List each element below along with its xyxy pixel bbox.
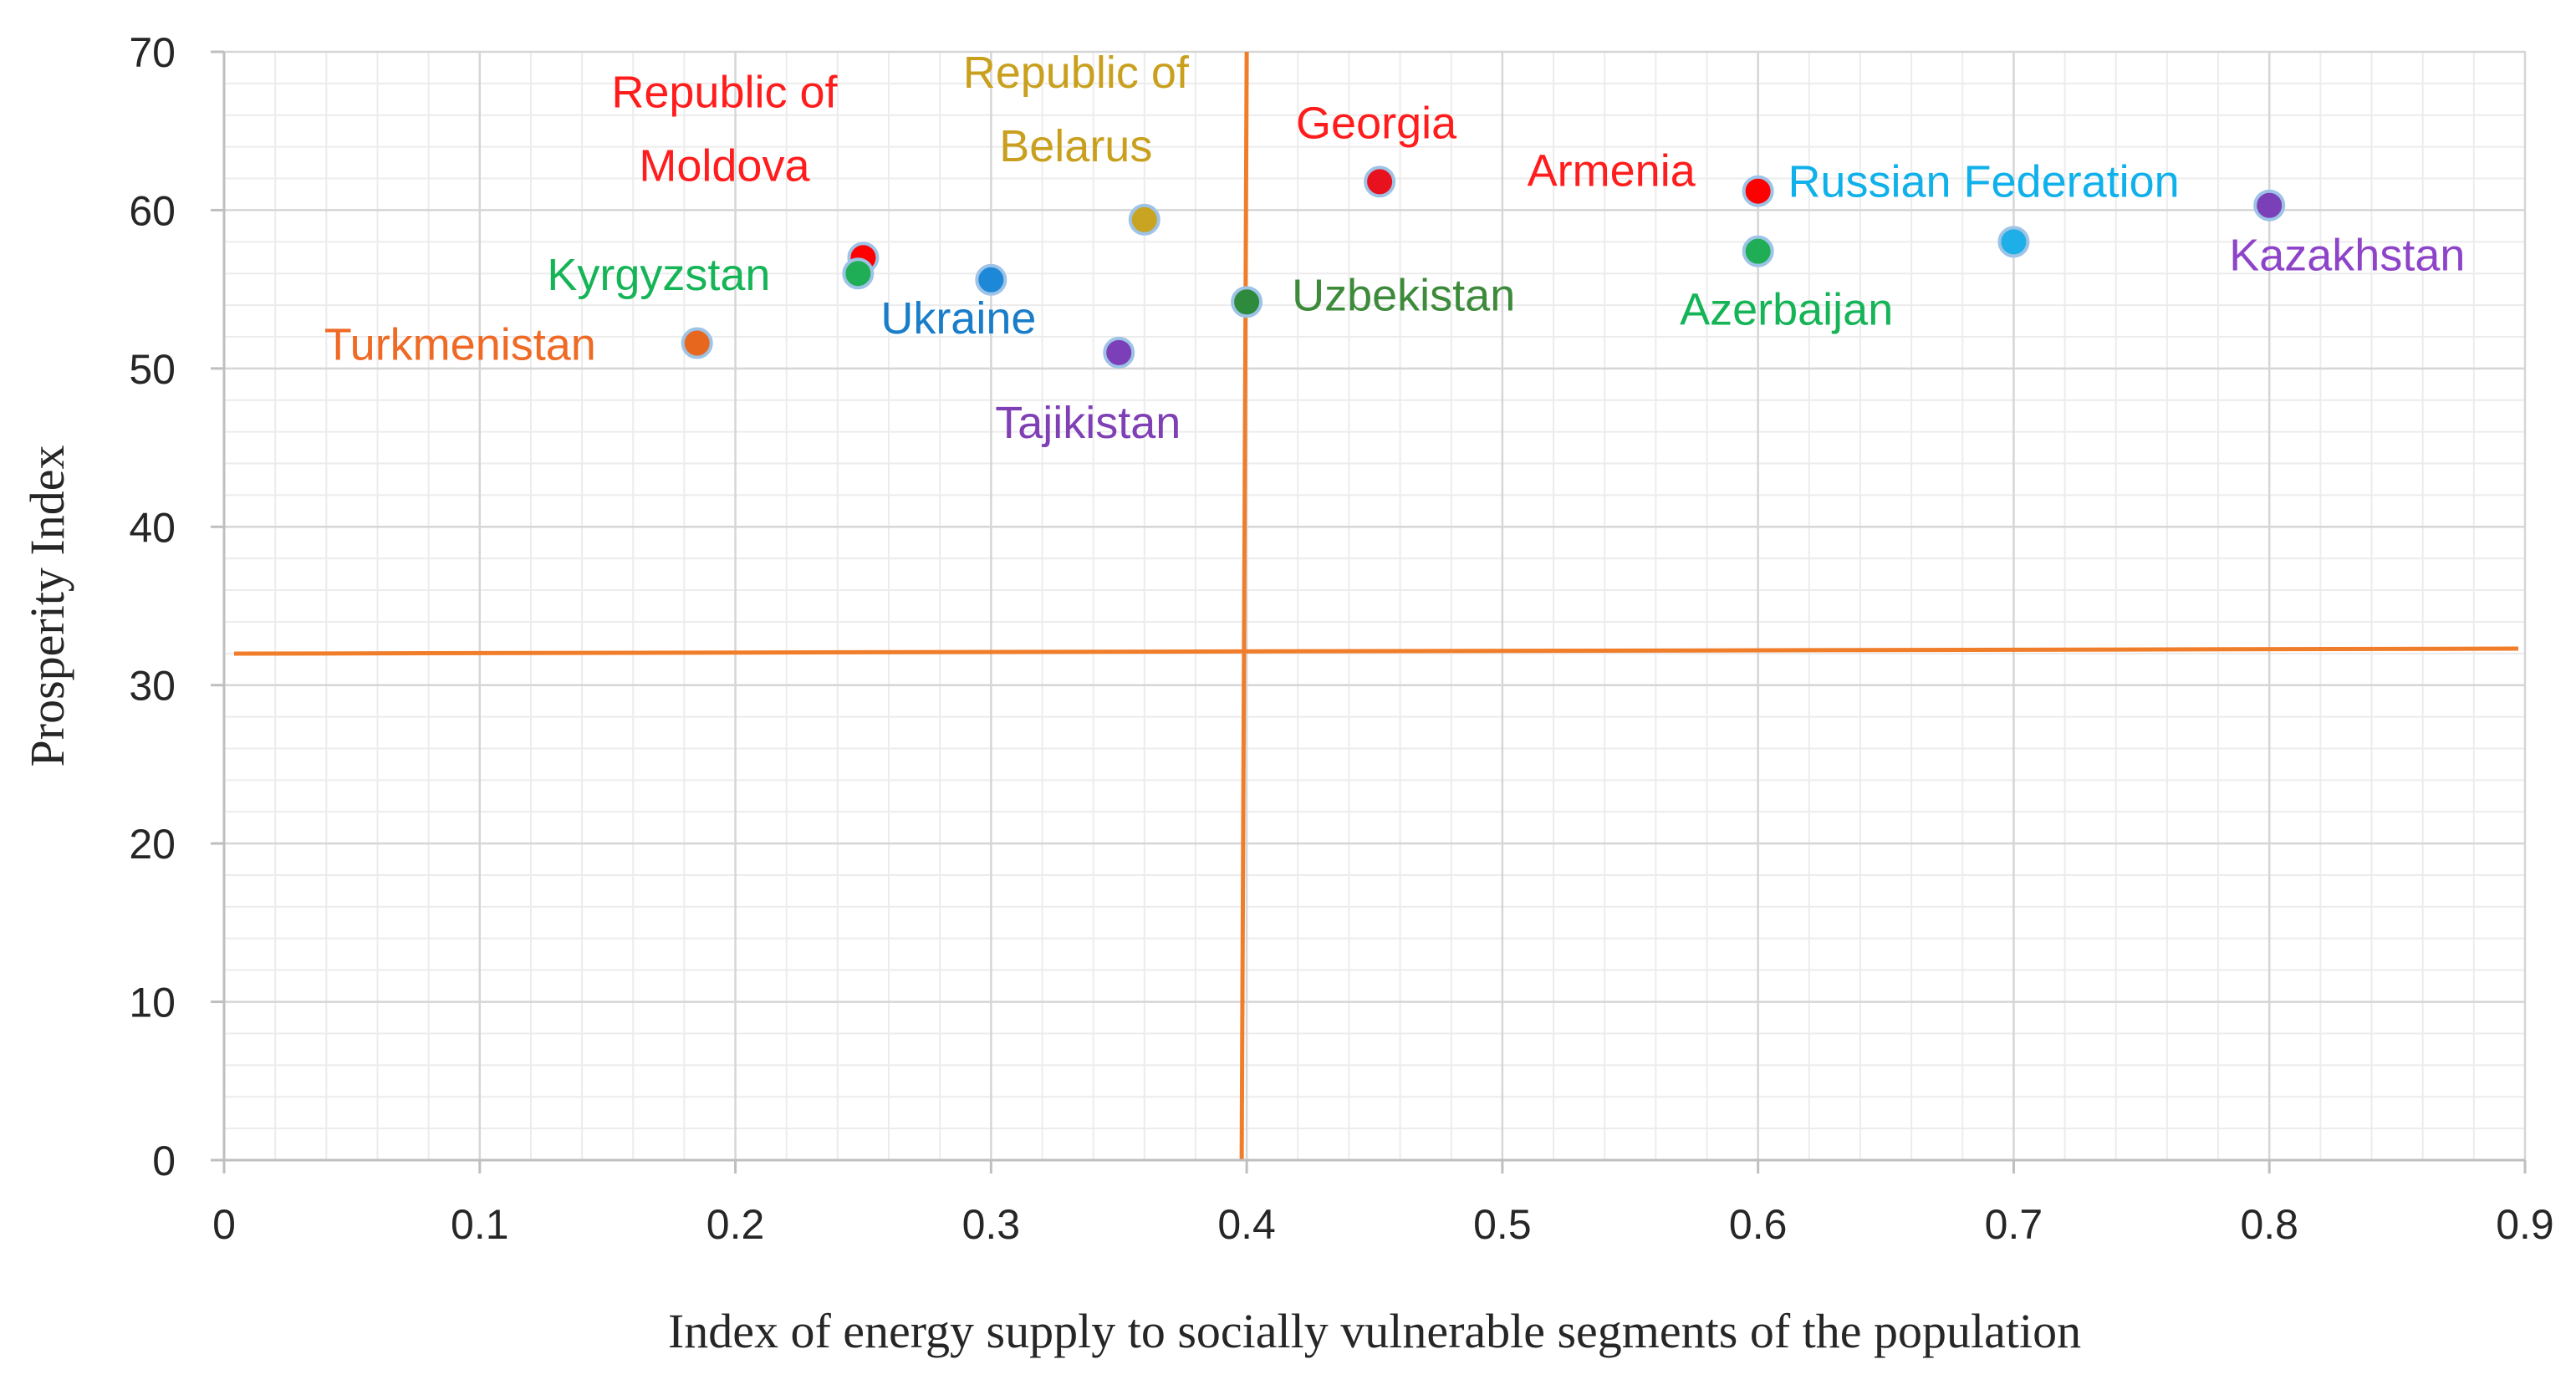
point-republic-of-belarus [1128,203,1160,236]
y-tick-label: 10 [129,980,176,1026]
point-label-republic-of-belarus: Republic of [963,48,1190,98]
y-tick-label: 60 [129,187,176,234]
point-label-armenia: Armenia [1528,146,1696,196]
point-armenia [1742,175,1774,207]
x-tick-label: 0.4 [1217,1201,1276,1248]
point-label-russian-federation: Russian Federation [1788,156,2179,206]
x-tick-label: 0.9 [2496,1201,2554,1248]
point-kazakhstan [2253,189,2286,221]
point-tajikistan [1103,336,1135,369]
x-tick-label: 0.7 [1985,1201,2043,1248]
y-tick-label: 70 [129,29,176,76]
y-axis-title: Prosperity Index [20,445,74,767]
point-label-uzbekistan: Uzbekistan [1292,270,1515,320]
point-label-georgia: Georgia [1296,98,1457,148]
point-label-republic-of-belarus: Belarus [999,121,1152,171]
point-label-kyrgyzstan: Kyrgyzstan [547,250,770,300]
point-uzbekistan [1231,286,1263,318]
point-ukraine [975,263,1007,296]
point-label-republic-of-moldova: Republic of [611,67,838,117]
y-tick-label: 0 [152,1138,176,1184]
point-label-turkmenistan: Turkmenistan [324,320,596,370]
x-tick-label: 0.3 [962,1201,1021,1248]
point-label-ukraine: Ukraine [880,293,1036,344]
axes: 0 10 20 30 40 50 60 70 0 0.1 0.2 0.3 0.4 0.5 0.6 0.7 0.8… [129,29,2553,1248]
point-label-tajikistan: Tajikistan [995,398,1181,448]
x-axis-title: Index of energy supply to socially vulne… [668,1304,2081,1358]
y-tick-label: 50 [129,346,176,393]
y-tick-label: 30 [129,663,176,710]
x-tick-label: 0.2 [706,1201,765,1248]
x-tick-label: 0 [212,1201,236,1248]
x-tick-label: 0.5 [1473,1201,1532,1248]
point-kyrgyzstan [842,257,875,290]
point-azerbaijan [1742,235,1774,267]
reference-line-horizontal [233,646,2519,656]
plot-background [223,51,2526,1161]
x-tick-label: 0.6 [1729,1201,1788,1248]
point-label-republic-of-moldova: Moldova [639,140,810,191]
y-tick-label: 20 [129,821,176,868]
point-labels: Republic of Moldova Kyrgyzstan Turkmenistan… [324,48,2466,448]
point-label-kazakhstan: Kazakhstan [2229,231,2465,281]
x-tick-label: 0.1 [451,1201,509,1248]
data-points [681,165,2286,369]
reference-line-vertical [1239,51,1249,1161]
point-turkmenistan [681,327,713,359]
point-russian-federation [1997,226,2030,258]
x-tick-label: 0.8 [2240,1201,2298,1248]
y-tick-label: 40 [129,504,176,551]
point-georgia [1364,165,1396,198]
point-label-azerbaijan: Azerbaijan [1680,285,1893,335]
reference-lines [233,51,2519,1161]
